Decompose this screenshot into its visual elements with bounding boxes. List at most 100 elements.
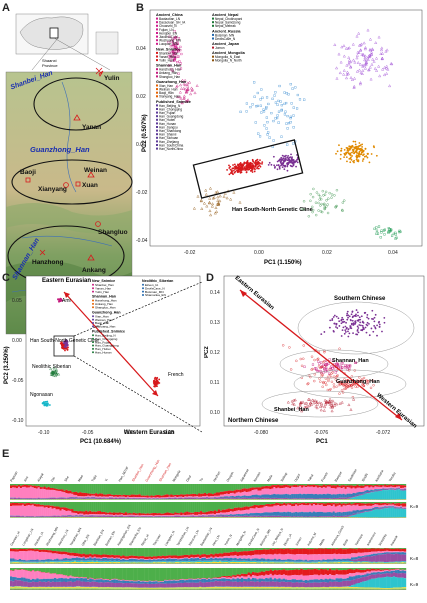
admixture-bar-segment	[216, 492, 218, 495]
admixture-bar-segment	[212, 496, 214, 497]
admixture-bar-segment	[125, 484, 127, 495]
admixture-bar-segment	[402, 484, 404, 485]
d-ylabel: PC2	[204, 346, 210, 358]
admixture-bar-segment	[121, 502, 123, 513]
admixture-bar-segment	[293, 484, 295, 485]
pca-point	[259, 164, 261, 166]
admixture-bar-segment	[261, 516, 263, 517]
admixture-bar-segment	[283, 485, 285, 488]
d-ytick-0: 0.14	[210, 290, 220, 296]
admixture-bar-segment	[355, 488, 357, 493]
admixture-bar-segment	[390, 485, 392, 487]
admixture-bar-segment	[133, 498, 135, 499]
admixture-bar-segment	[194, 484, 196, 494]
admixture-bar-segment	[384, 490, 386, 491]
admixture-bar-segment	[287, 502, 289, 503]
admixture-bar-segment	[180, 516, 182, 517]
admixture-bar-segment	[18, 498, 20, 499]
admixture-bar-segment	[267, 504, 269, 507]
admixture-bar-segment	[214, 496, 216, 497]
admixture-top-label: Tu	[199, 477, 204, 482]
admixture-bar-segment	[125, 497, 127, 498]
admixture-bar-segment	[212, 514, 214, 515]
pca-point	[357, 311, 359, 313]
pca-point	[44, 401, 46, 403]
admixture-bar-segment	[353, 488, 355, 493]
admixture-bar-segment	[174, 515, 176, 516]
admixture-bar-segment	[394, 487, 396, 488]
admixture-bar-segment	[73, 498, 75, 499]
admixture-bar-segment	[89, 502, 91, 511]
admixture-bar-segment	[198, 514, 200, 515]
b-legend-item: Shangluo_Han	[159, 75, 180, 79]
admixture-bar-segment	[145, 515, 147, 516]
admixture-bar-segment	[226, 502, 228, 509]
admixture-bar-segment	[139, 497, 141, 498]
admixture-bar-segment	[186, 484, 188, 494]
admixture-bar-segment	[277, 502, 279, 503]
admixture-bar-segment	[228, 498, 230, 499]
c-legend-marker	[142, 294, 144, 296]
b-legend-marker	[156, 75, 158, 77]
admixture-bar-segment	[186, 498, 188, 499]
admixture-bar-segment	[200, 511, 202, 514]
pca-point	[232, 173, 234, 175]
admixture-bar-segment	[372, 484, 374, 486]
admixture-bar-segment	[145, 514, 147, 515]
pca-point	[354, 323, 356, 325]
c-legend-marker	[92, 334, 94, 336]
c-legend-marker	[92, 306, 94, 308]
admixture-bar-segment	[71, 484, 73, 492]
admixture-bar-segment	[390, 487, 392, 489]
admixture-bar-segment	[218, 515, 220, 516]
admixture-bar-segment	[97, 497, 99, 498]
admixture-bar-segment	[44, 505, 46, 507]
admixture-bar-segment	[295, 516, 297, 517]
admixture-bar-segment	[99, 516, 101, 517]
admixture-bar-segment	[186, 515, 188, 516]
pca-point	[156, 377, 158, 379]
admixture-bar-segment	[366, 492, 368, 493]
pca-point	[352, 332, 354, 334]
admixture-bar-segment	[52, 502, 54, 506]
admixture-bar-segment	[250, 491, 252, 495]
admixture-bar-segment	[248, 516, 250, 517]
admixture-bar-segment	[149, 502, 151, 514]
admixture-bar-segment	[212, 498, 214, 499]
admixture-bar-segment	[10, 503, 12, 506]
admixture-bar-segment	[267, 498, 269, 499]
admixture-bar-segment	[147, 515, 149, 516]
admixture-bar-segment	[218, 502, 220, 509]
admixture-bar-segment	[400, 485, 402, 488]
pca-point	[336, 327, 338, 329]
admixture-bar-segment	[38, 486, 40, 487]
admixture-bar-segment	[91, 497, 93, 499]
admixture-bar-segment	[85, 516, 87, 517]
south-sea-inset	[96, 32, 118, 54]
pca-point	[356, 159, 358, 161]
admixture-bar-segment	[160, 502, 162, 514]
admixture-bar-segment	[85, 511, 87, 515]
admixture-bar-segment	[89, 511, 91, 514]
admixture-bar-segment	[178, 498, 180, 499]
admixture-bar-segment	[242, 498, 244, 499]
admixture-bar-segment	[291, 504, 293, 507]
admixture-bar-segment	[327, 498, 329, 499]
admixture-bar-segment	[109, 512, 111, 514]
admixture-bar-segment	[198, 493, 200, 496]
admixture-bar-segment	[208, 498, 210, 499]
admixture-bar-segment	[362, 495, 364, 500]
admixture-bar-segment	[97, 494, 99, 497]
pca-point	[344, 333, 346, 335]
admixture-bar-segment	[174, 502, 176, 512]
pca-point	[371, 310, 373, 312]
admixture-bar-segment	[299, 485, 301, 486]
pca-point	[362, 321, 364, 323]
admixture-bar-segment	[46, 516, 48, 517]
admixture-bar-segment	[319, 498, 321, 499]
admixture-bar-segment	[87, 496, 89, 497]
admixture-bar-segment	[18, 487, 20, 498]
admixture-bar-segment	[71, 492, 73, 494]
admixture-bar-segment	[178, 516, 180, 517]
b-legend-marker	[156, 122, 158, 124]
